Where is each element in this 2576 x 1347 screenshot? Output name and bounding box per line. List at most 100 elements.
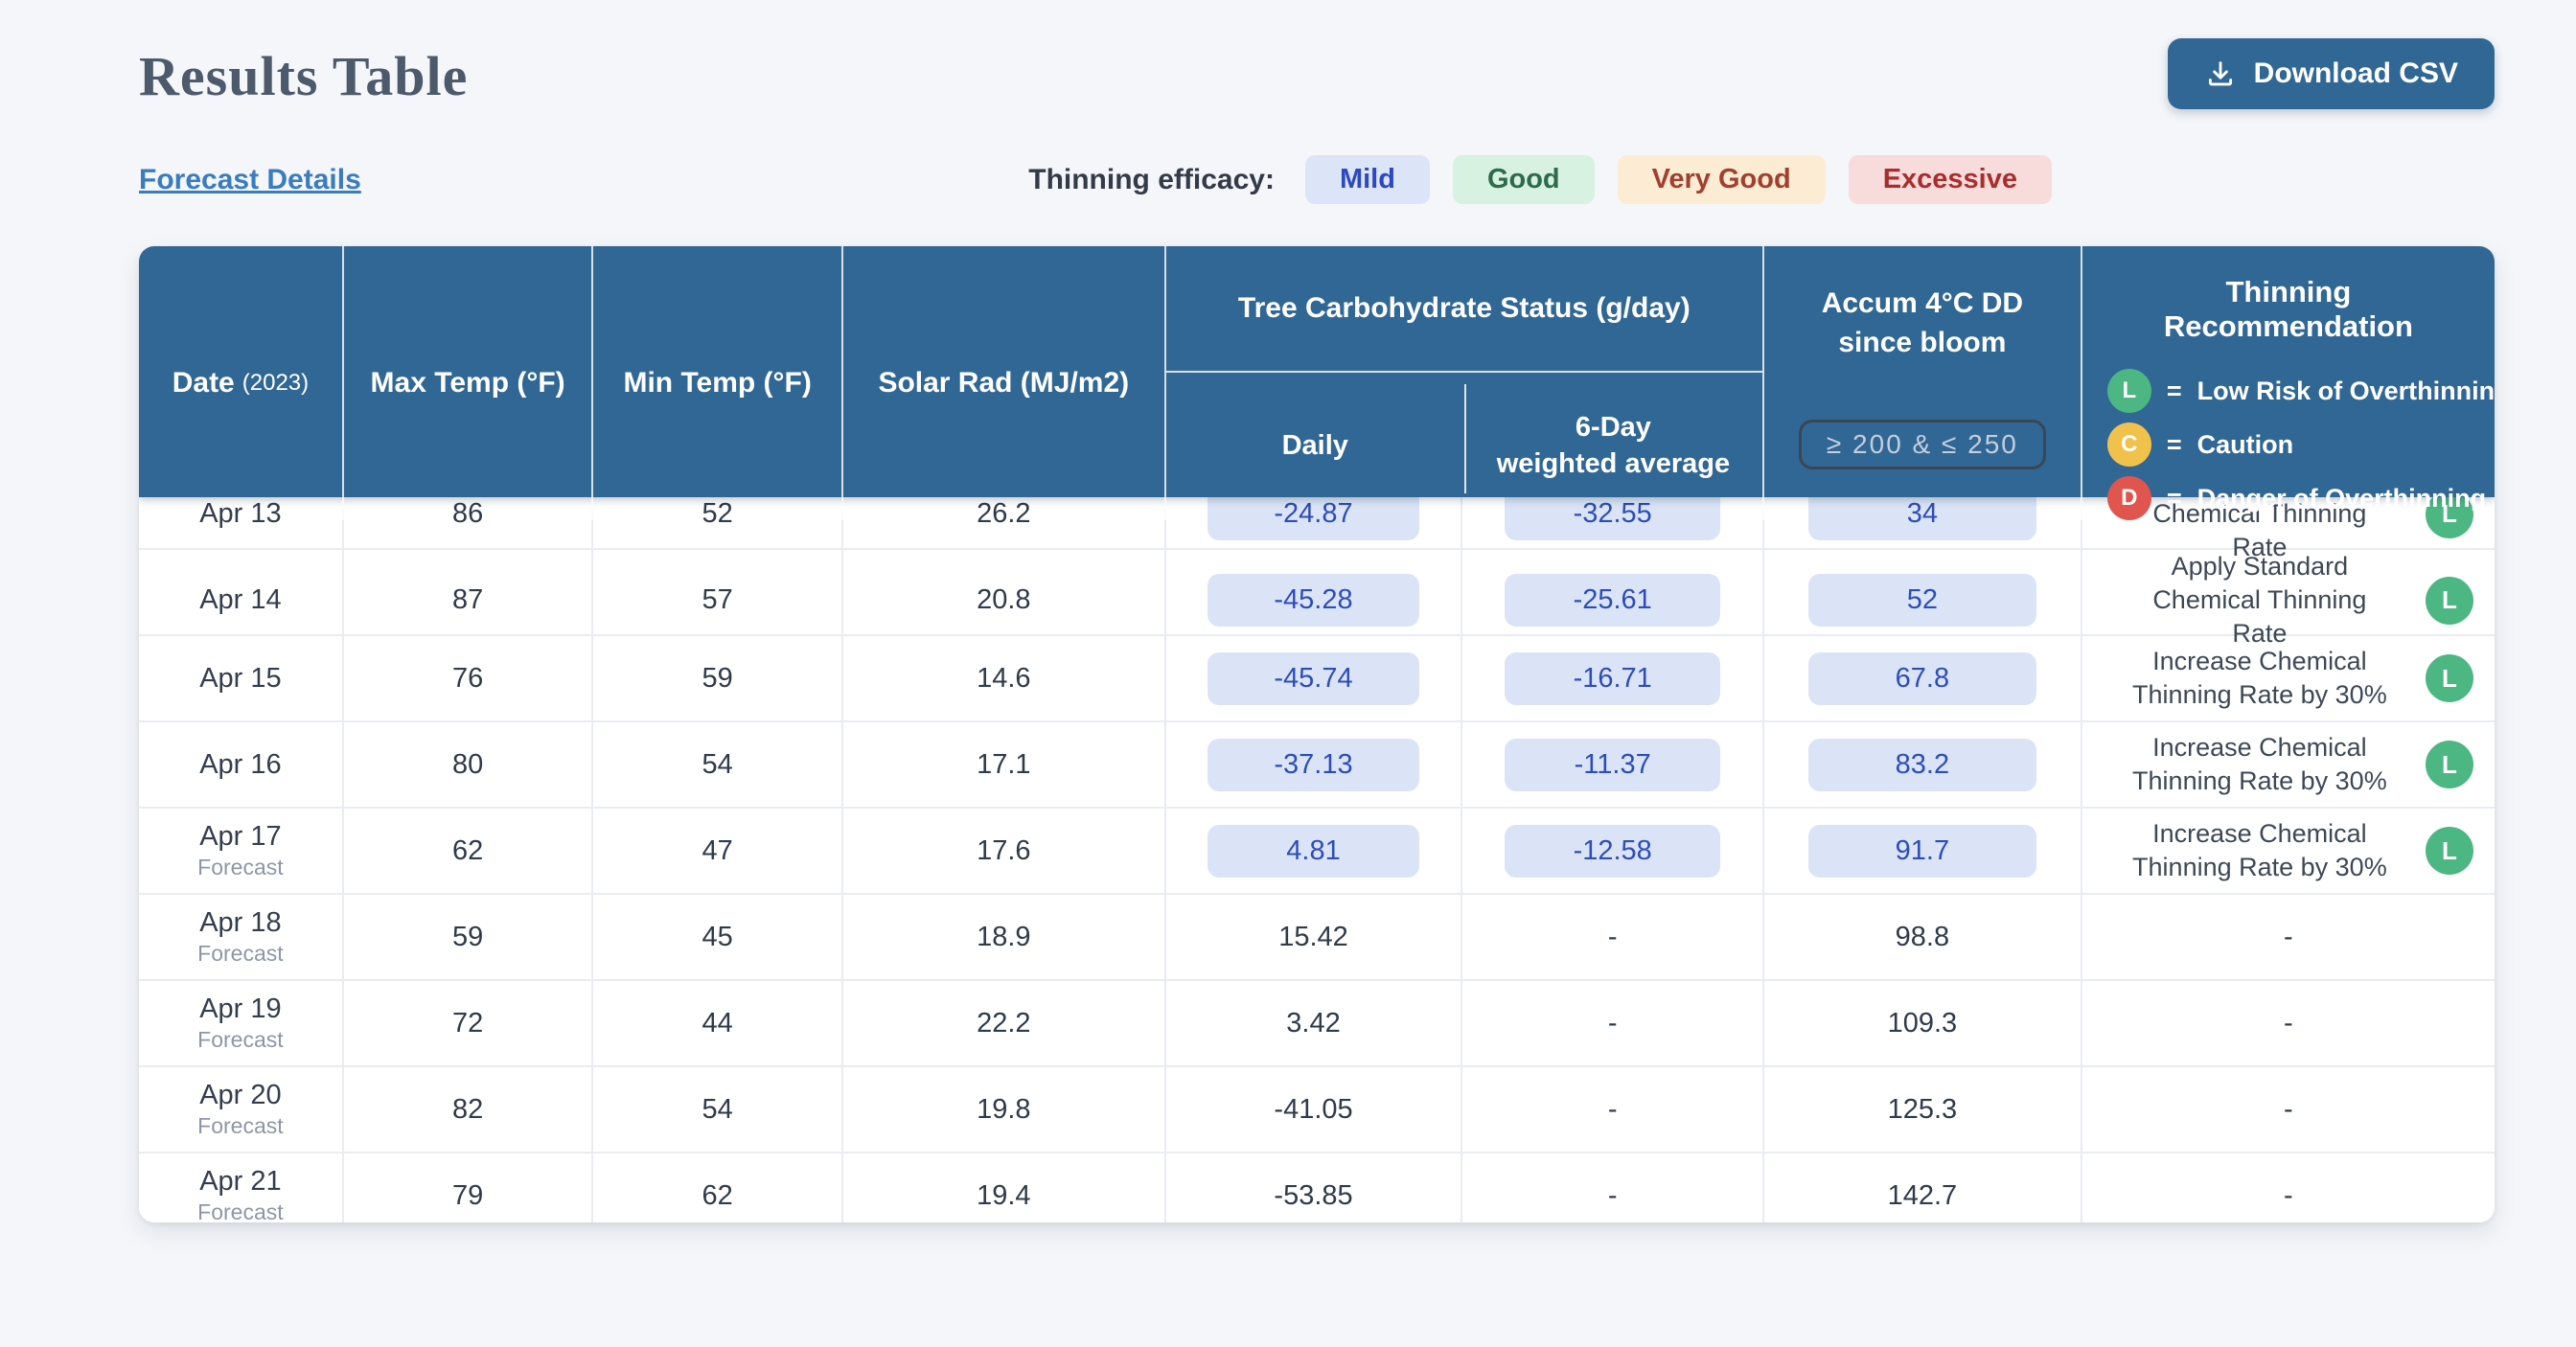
cell-daily-carb: 3.42 — [1166, 981, 1463, 1065]
value-text: 59 — [702, 662, 733, 694]
value-pill: -45.74 — [1207, 651, 1420, 705]
value-text: -41.05 — [1274, 1093, 1353, 1125]
value-pill: -25.61 — [1504, 574, 1721, 628]
forecast-tag: Forecast — [197, 1113, 284, 1138]
cell-recommendation: Increase Chemical Thinning Rate by 30% L — [2082, 722, 2495, 807]
value-text: 20.8 — [977, 584, 1031, 616]
avg-line1: 6-Day — [1575, 412, 1651, 444]
cell-min-temp: 47 — [593, 809, 843, 893]
cell-date: Apr 18 Forecast — [139, 895, 344, 979]
cell-solar-rad: 19.8 — [843, 1067, 1166, 1152]
value-text: 19.8 — [977, 1093, 1031, 1125]
accum-dd-title: Accum 4°C DD since bloom — [1822, 285, 2023, 362]
risk-badge-l: L — [2425, 654, 2473, 702]
value-pill: 52 — [1807, 574, 2037, 628]
value-text: 87 — [451, 584, 484, 616]
recommendation-dash: - — [2284, 1093, 2293, 1125]
cell-min-temp: 59 — [593, 636, 843, 720]
cell-solar-rad: 17.6 — [843, 809, 1166, 893]
value-text: - — [1607, 921, 1618, 952]
page-title: Results Table — [139, 45, 469, 107]
cell-min-temp: 44 — [593, 981, 843, 1065]
cell-solar-rad: 19.4 — [843, 1153, 1166, 1222]
cell-max-temp: 72 — [344, 981, 594, 1065]
cell-date: Apr 15 — [139, 636, 344, 720]
value-pill: -45.28 — [1207, 574, 1420, 628]
value-text: 26.2 — [977, 498, 1031, 530]
cell-recommendation: Increase Chemical Thinning Rate by 30% L — [2082, 809, 2495, 893]
table-row: Apr 16 80 54 17.1 -37.13 -11.37 83.2 Increase C… — [139, 722, 2495, 809]
value-text: 86 — [451, 498, 484, 530]
legend-row-l: L = Low Risk of Overthinning — [2106, 369, 2495, 413]
forecast-details-link[interactable]: Forecast Details — [139, 163, 361, 195]
column-header-6day-avg: 6-Day weighted average — [1464, 373, 1762, 520]
date-label: Date — [172, 367, 235, 400]
table-row: Apr 17 Forecast 62 47 17.6 4.81 -12.58 91.7 Incr… — [139, 809, 2495, 895]
date-value: Apr 14 — [199, 584, 282, 616]
value-text: 76 — [451, 662, 484, 694]
accum-dd-threshold-box: ≥ 200 & ≤ 250 — [1798, 420, 2046, 469]
legend-badge-l: L — [2106, 369, 2151, 413]
cell-min-temp: 45 — [593, 895, 843, 979]
cell-date: Apr 17 Forecast — [139, 809, 344, 893]
cell-6day-avg: -12.58 — [1462, 809, 1764, 893]
legend-text: Caution — [2196, 429, 2294, 459]
cell-accum-dd: 67.8 — [1764, 636, 2082, 720]
date-value: Apr 15 — [199, 662, 282, 694]
download-icon — [2204, 57, 2237, 90]
cell-recommendation: - — [2082, 1067, 2495, 1152]
cell-max-temp: 82 — [344, 1067, 594, 1152]
column-header-daily: Daily — [1281, 430, 1348, 462]
column-header-recommendation: Thinning Recommendation L = Low Risk of Ov… — [2082, 246, 2495, 520]
efficacy-pill-good: Good — [1452, 155, 1595, 204]
table-row: Apr 20 Forecast 82 54 19.8 -41.05 - 125.3 - — [139, 1067, 2495, 1153]
cell-recommendation: Increase Chemical Thinning Rate by 30% L — [2082, 636, 2495, 720]
cell-daily-carb: 15.42 — [1166, 895, 1463, 979]
recommendation-title: Thinning Recommendation — [2163, 275, 2413, 343]
cell-accum-dd: 83.2 — [1764, 722, 2082, 807]
efficacy-label: Thinning efficacy: — [1028, 163, 1275, 195]
date-value: Apr 17 — [199, 821, 282, 852]
value-text: 125.3 — [1887, 1093, 1958, 1125]
value-text: - — [1607, 1093, 1618, 1125]
value-text: 142.7 — [1887, 1179, 1958, 1211]
download-csv-button[interactable]: Download CSV — [2167, 38, 2495, 109]
table-row: Apr 15 76 59 14.6 -45.74 -16.71 67.8 Increase C… — [139, 636, 2495, 722]
value-text: 45 — [702, 921, 733, 952]
table-scroll-area[interactable]: Date (2023) Max Temp (°F) Min Temp (°F) … — [139, 246, 2495, 1222]
value-text: 17.6 — [977, 834, 1031, 866]
cell-min-temp: 54 — [593, 1067, 843, 1152]
value-pill: 67.8 — [1807, 651, 2037, 705]
value-text: 59 — [451, 921, 484, 952]
cell-date: Apr 13 — [139, 464, 344, 565]
value-pill: -37.13 — [1207, 738, 1420, 791]
cell-solar-rad: 14.6 — [843, 636, 1166, 720]
value-text: 62 — [702, 1179, 733, 1211]
avg-line2: weighted average — [1496, 448, 1731, 479]
value-text: 17.1 — [977, 748, 1031, 780]
legend-text: Low Risk of Overthinning — [2196, 376, 2495, 405]
forecast-tag: Forecast — [197, 1027, 284, 1052]
cell-solar-rad: 17.1 — [843, 722, 1166, 807]
risk-badge-l: L — [2425, 490, 2473, 538]
date-value: Apr 13 — [199, 498, 282, 530]
cell-6day-avg: -11.37 — [1462, 722, 1764, 807]
value-text: 72 — [451, 1007, 484, 1039]
cell-6day-avg: -25.61 — [1462, 550, 1764, 651]
cell-accum-dd: 52 — [1764, 550, 2082, 651]
column-header-min-temp: Min Temp (°F) — [593, 246, 843, 520]
cell-min-temp: 62 — [593, 1153, 843, 1222]
top-bar: Results Table Download CSV — [139, 38, 2495, 109]
recommendation-text: Increase Chemical Thinning Rate by 30% — [2132, 646, 2387, 709]
forecast-tag: Forecast — [197, 855, 284, 879]
value-text: 80 — [451, 748, 484, 780]
forecast-tag: Forecast — [197, 1199, 284, 1222]
cell-min-temp: 57 — [593, 550, 843, 651]
cell-min-temp: 54 — [593, 722, 843, 807]
legend-equals: = — [2166, 376, 2182, 405]
recommendation-text: Increase Chemical Thinning Rate by 30% — [2132, 818, 2387, 881]
value-text: - — [1607, 1179, 1618, 1211]
table-row: Apr 18 Forecast 59 45 18.9 15.42 - 98.8 - — [139, 895, 2495, 981]
value-text: 19.4 — [977, 1179, 1031, 1211]
legend-row-c: C = Caution — [2106, 422, 2470, 467]
